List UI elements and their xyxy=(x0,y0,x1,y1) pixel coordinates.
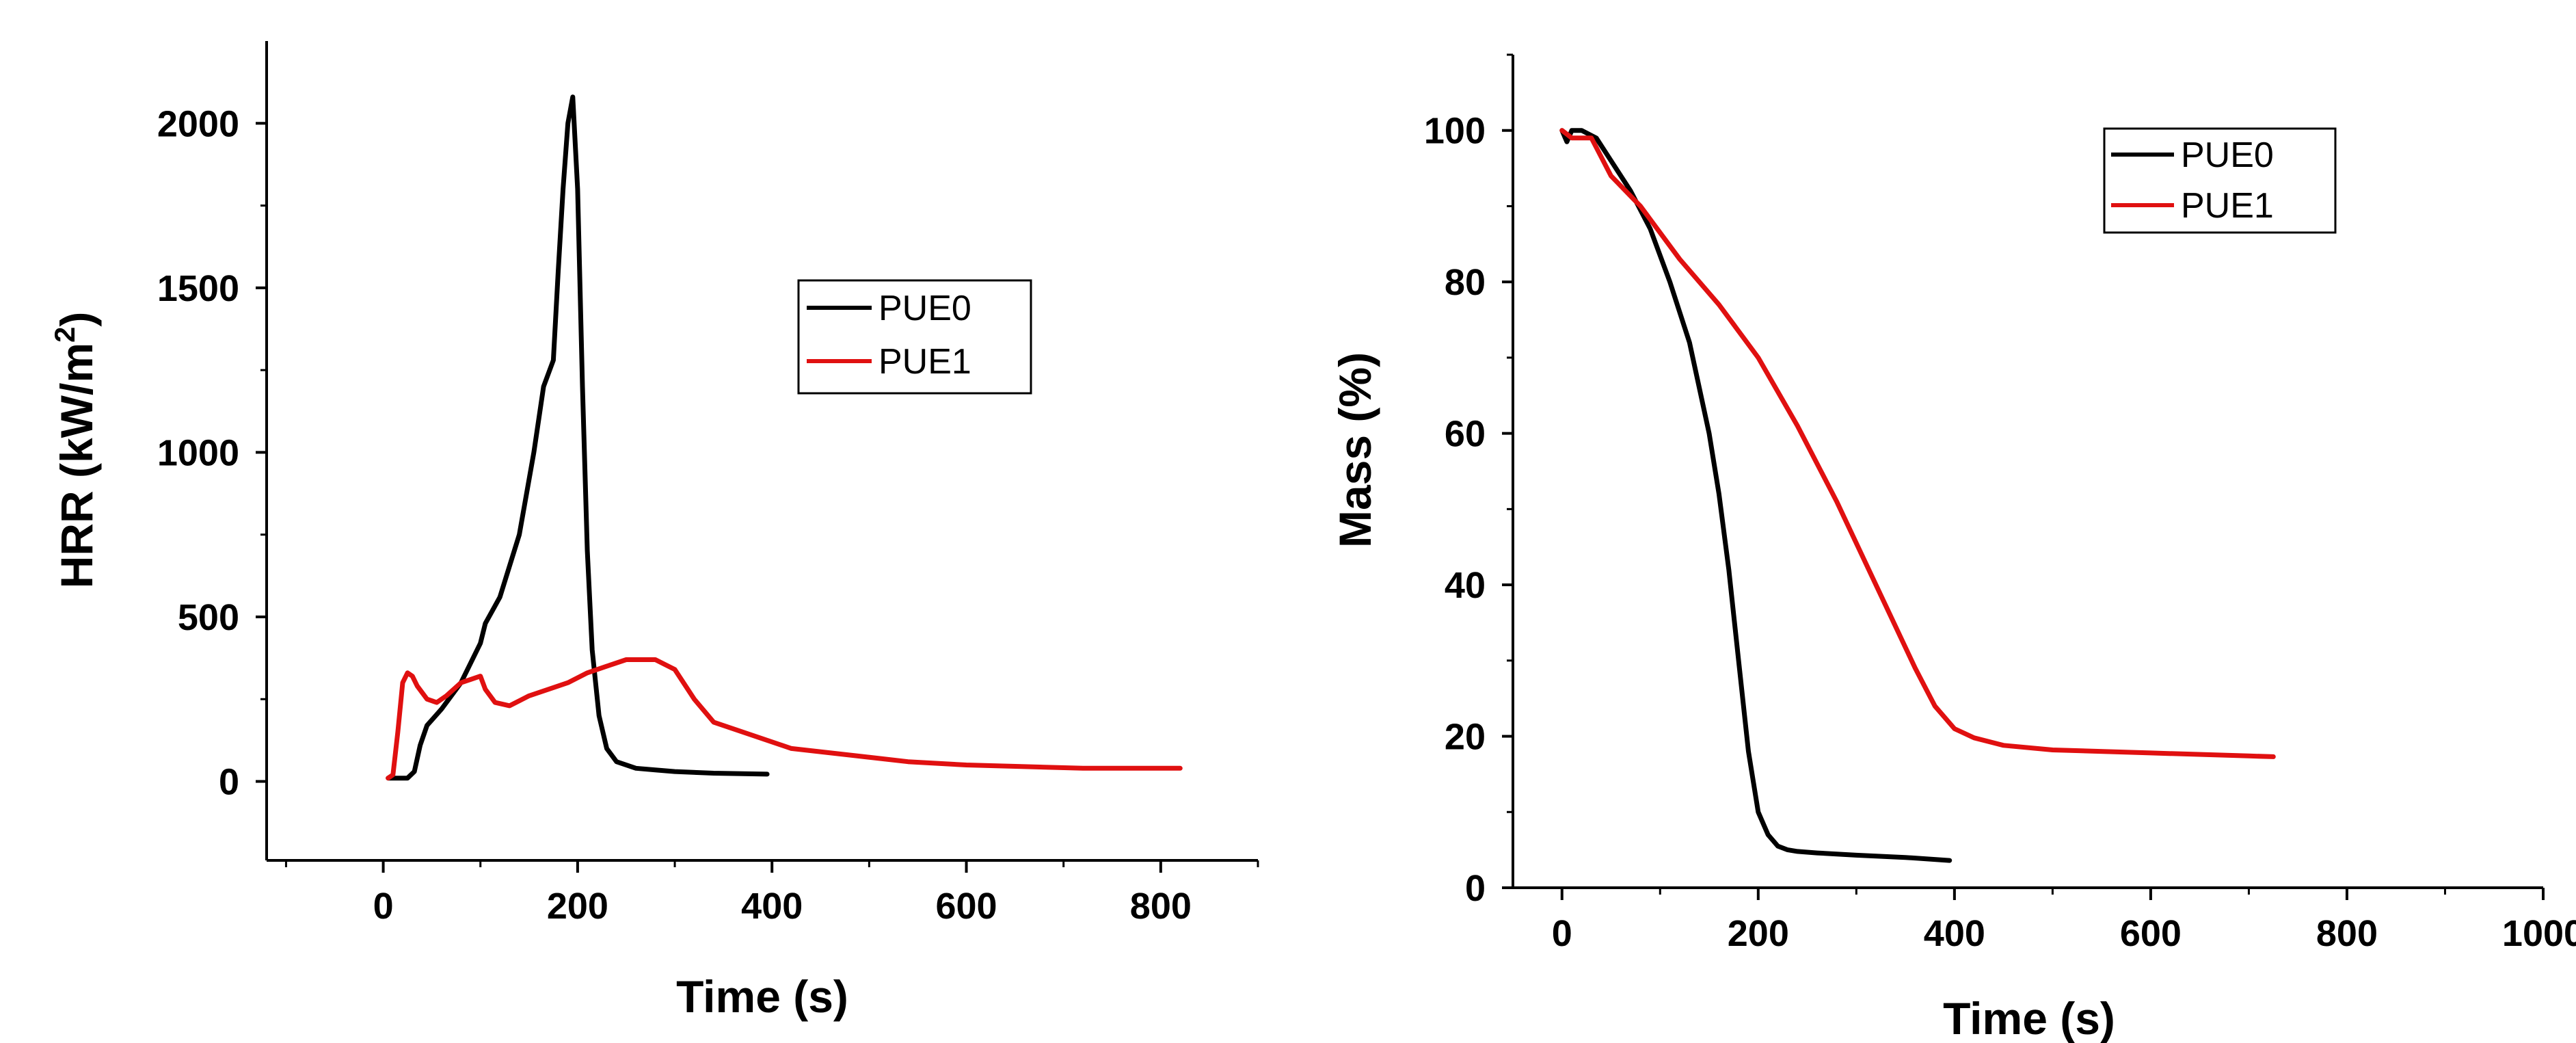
hrr-series-line-pue0 xyxy=(386,94,770,781)
mass-axes xyxy=(1512,55,2543,889)
hrr-y-axis-label-main: HRR (kW/m xyxy=(51,343,102,588)
hrr-y-tick-label: 0 xyxy=(219,762,239,803)
mass-x-tick-label: 600 xyxy=(2120,913,2182,954)
hrr-y-ticks: 0 500 1000 1500 2000 xyxy=(157,103,267,803)
hrr-series-line-pue1 xyxy=(386,657,1183,781)
mass-y-tick-label: 0 xyxy=(1465,868,1486,909)
mass-series-line-pue1 xyxy=(1559,128,2276,759)
hrr-legend: PUE0 PUE1 xyxy=(797,279,1032,395)
hrr-y-axis-label-superscript: 2 xyxy=(49,327,81,343)
mass-x-tick-label: 400 xyxy=(1924,913,1985,954)
mass-legend-box xyxy=(2103,127,2337,234)
mass-x-ticks: 0 200 400 600 800 1000 xyxy=(1552,888,2576,954)
hrr-x-axis-label: Time (s) xyxy=(676,971,848,1022)
mass-series-lines xyxy=(1559,128,2276,863)
mass-y-axis-label: Mass (%) xyxy=(1330,352,1380,548)
mass-y-tick-label: 20 xyxy=(1445,717,1486,758)
mass-x-axis-label: Time (s) xyxy=(1943,993,2115,1043)
hrr-x-tick-label: 800 xyxy=(1130,886,1192,927)
hrr-legend-label-pue1: PUE1 xyxy=(878,342,971,382)
mass-y-ticks: 0 20 40 60 80 100 xyxy=(1424,53,1513,909)
mass-x-tick-label: 800 xyxy=(2316,913,2378,954)
hrr-x-tick-label: 200 xyxy=(547,886,608,927)
hrr-y-tick-label: 2000 xyxy=(157,103,239,144)
mass-y-tick-label: 60 xyxy=(1445,414,1486,455)
mass-x-tick-label: 200 xyxy=(1728,913,1789,954)
mass-y-tick-label: 40 xyxy=(1445,565,1486,606)
hrr-legend-box xyxy=(797,279,1032,395)
hrr-y-tick-label: 1000 xyxy=(157,432,239,473)
hrr-axes xyxy=(265,41,1258,862)
hrr-x-tick-label: 600 xyxy=(935,886,997,927)
mass-x-tick-label: 1000 xyxy=(2502,913,2576,954)
mass-legend-label-pue0: PUE0 xyxy=(2181,135,2274,175)
hrr-legend-label-pue0: PUE0 xyxy=(878,289,971,328)
mass-legend-label-pue1: PUE1 xyxy=(2181,186,2274,226)
mass-y-tick-label: 100 xyxy=(1424,111,1486,152)
hrr-y-axis-label: HRR (kW/m2) xyxy=(49,312,102,589)
hrr-x-ticks: 0 200 400 600 800 xyxy=(284,860,1259,927)
hrr-y-axis-label-suffix: ) xyxy=(51,312,102,327)
mass-x-tick-label: 0 xyxy=(1552,913,1572,954)
mass-legend: PUE0 PUE1 xyxy=(2103,127,2337,234)
hrr-y-tick-label: 500 xyxy=(178,597,239,638)
mass-y-tick-label: 80 xyxy=(1445,262,1486,303)
hrr-y-tick-label: 1500 xyxy=(157,268,239,309)
hrr-x-tick-label: 400 xyxy=(741,886,803,927)
hrr-x-tick-label: 0 xyxy=(373,886,394,927)
hrr-series-lines xyxy=(386,94,1183,781)
mass-series-line-pue0 xyxy=(1559,128,1953,863)
